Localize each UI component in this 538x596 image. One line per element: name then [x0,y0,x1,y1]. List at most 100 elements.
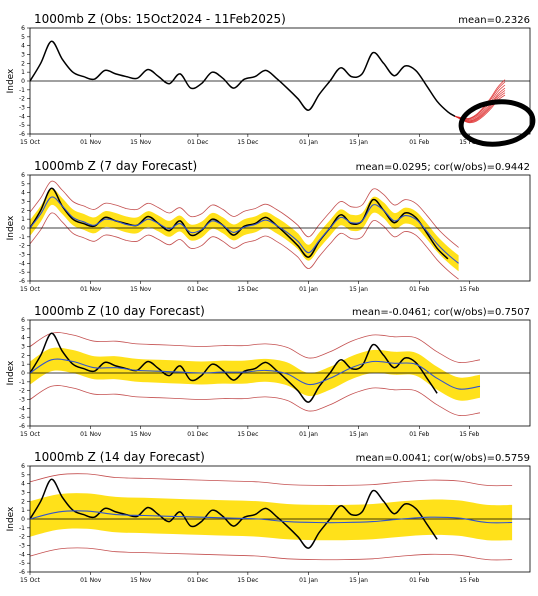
panel-title: 1000mb Z (10 day Forecast) [34,304,205,318]
x-tick-label: 15 Oct [20,577,41,584]
x-tick-label: 01 Jan [299,577,318,584]
plot-area [30,473,530,561]
chart-panel-4: 1000mb Z (14 day Forecast) mean=0.0041; c… [6,450,531,584]
x-tick-label: 01 Feb [409,139,429,146]
y-tick-label: 6 [21,463,25,470]
x-tick-label: 15 Dec [237,577,258,584]
y-tick-label: 0 [21,78,25,85]
x-tick-label: 15 Oct [20,139,41,146]
chart-panel-3: 1000mb Z (10 day Forecast) mean=-0.0461; … [6,304,531,438]
x-tick-label: 01 Dec [187,577,208,584]
y-tick-label: 3 [21,490,25,497]
y-tick-label: 3 [21,52,25,59]
outer-range-line-upper [30,180,459,248]
y-tick-label: -5 [19,122,25,129]
forecast-mean-line [30,196,459,264]
spread-band [30,188,459,272]
x-tick-label: 15 Jan [349,577,368,584]
x-tick-label: 15 Jan [349,431,368,438]
y-tick-label: 2 [21,352,25,359]
y-tick-label: -6 [19,423,25,430]
y-axis-label: Index [6,68,16,93]
observed-line [30,478,438,549]
outer-range-line-lower [30,385,481,417]
x-tick-label: 01 Dec [187,431,208,438]
y-axis-label: Index [6,215,16,240]
x-tick-label: 15 Oct [20,286,41,293]
panel-title: 1000mb Z (7 day Forecast) [34,159,197,173]
y-tick-label: 6 [21,25,25,32]
y-tick-label: 6 [21,317,25,324]
panel-stats: mean=0.0041; cor(w/obs)=0.5759 [356,453,530,464]
x-tick-label: 01 Nov [80,577,102,584]
x-tick-label: 15 Oct [20,431,41,438]
y-tick-label: 2 [21,498,25,505]
y-tick-label: -3 [19,105,25,112]
y-tick-label: 4 [21,335,25,342]
spread-band [30,493,513,541]
x-tick-label: 15 Dec [237,139,258,146]
y-tick-label: 4 [21,43,25,50]
hand-drawn-circle-annotation [458,99,536,147]
x-tick-label: 15 Nov [130,431,152,438]
panel-stats: mean=0.0295; cor(w/obs)=0.9442 [356,162,530,173]
y-tick-label: 3 [21,344,25,351]
y-tick-label: -6 [19,569,25,576]
y-tick-label: -3 [19,252,25,259]
y-tick-label: -3 [19,397,25,404]
y-tick-label: -5 [19,414,25,421]
y-tick-label: 5 [21,472,25,479]
observed-line [30,40,456,117]
y-tick-label: 1 [21,507,25,514]
y-tick-label: -2 [19,243,25,250]
x-tick-label: 15 Nov [130,577,152,584]
y-tick-label: -2 [19,96,25,103]
y-tick-label: 5 [21,326,25,333]
outer-range-line-upper [30,332,481,364]
outer-range-line-lower [30,212,459,280]
x-tick-label: 01 Feb [409,286,429,293]
x-tick-label: 15 Dec [237,431,258,438]
x-tick-label: 01 Dec [187,139,208,146]
y-tick-label: 6 [21,172,25,179]
forecast-mean-line [30,358,481,390]
x-tick-label: 15 Feb [459,139,479,146]
x-tick-label: 01 Nov [80,139,102,146]
y-tick-label: -4 [19,405,25,412]
y-tick-label: -1 [19,525,25,532]
observed-line [30,332,438,403]
x-tick-label: 15 Feb [459,431,479,438]
panel-stats: mean=-0.0461; cor(w/obs)=0.7507 [352,307,530,318]
y-tick-label: 4 [21,190,25,197]
x-tick-label: 15 Nov [130,286,152,293]
y-tick-label: 1 [21,216,25,223]
y-tick-label: 0 [21,370,25,377]
y-tick-label: 3 [21,199,25,206]
outer-range-line-upper [30,473,513,487]
plot-area [30,180,530,280]
x-tick-label: 15 Nov [130,139,152,146]
y-tick-label: -4 [19,551,25,558]
y-tick-label: 5 [21,34,25,41]
y-tick-label: -4 [19,113,25,120]
y-tick-label: -1 [19,87,25,94]
x-tick-label: 01 Feb [409,431,429,438]
spread-band [30,347,480,401]
y-tick-label: 2 [21,207,25,214]
panel-title: 1000mb Z (Obs: 15Oct2024 - 11Feb2025) [34,12,286,26]
x-tick-label: 01 Nov [80,431,102,438]
panel-stats: mean=0.2326 [458,15,530,26]
y-tick-label: -5 [19,269,25,276]
x-tick-label: 01 Jan [299,139,318,146]
forecast-mean-line [30,510,513,524]
y-tick-label: -1 [19,379,25,386]
y-tick-label: 2 [21,60,25,67]
x-tick-label: 15 Jan [349,139,368,146]
x-tick-label: 01 Feb [409,577,429,584]
x-tick-label: 01 Jan [299,286,318,293]
y-tick-label: -2 [19,388,25,395]
y-tick-label: 5 [21,181,25,188]
y-tick-label: -3 [19,543,25,550]
y-tick-label: -6 [19,131,25,138]
